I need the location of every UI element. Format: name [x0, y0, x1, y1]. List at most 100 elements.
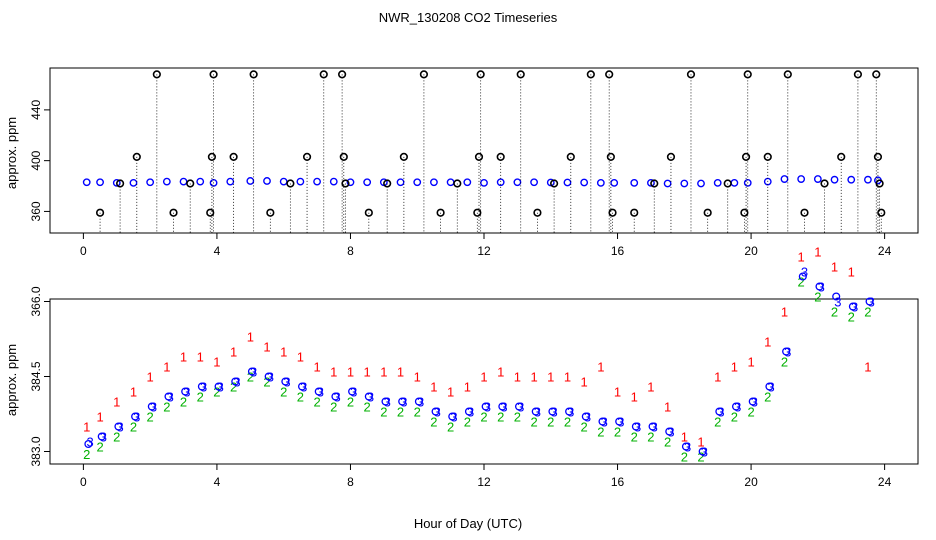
bottom-point-level-2: 2 — [280, 385, 287, 400]
bottom-point-level-3: 3 — [86, 435, 93, 450]
top-point-ambient — [797, 175, 806, 183]
top-point-ambient — [226, 177, 235, 186]
bottom-point-level-3: 3 — [701, 445, 708, 460]
top-point-ambient — [179, 177, 188, 186]
bottom-point-level-2: 2 — [514, 410, 521, 425]
top-point-spike — [837, 152, 846, 161]
bottom-point-level-1: 1 — [564, 370, 571, 385]
top-point-ambient — [480, 178, 488, 187]
top-point-spike — [339, 152, 348, 161]
bottom-y-tick-label: 383.0 — [29, 436, 43, 466]
bottom-point-level-2: 2 — [647, 430, 654, 445]
bottom-point-level-2: 2 — [247, 370, 254, 385]
top-point-spike — [436, 208, 445, 217]
bottom-x-tick-label: 8 — [347, 475, 354, 489]
bottom-point-level-2: 2 — [163, 400, 170, 415]
top-x-tick-label: 24 — [878, 244, 892, 258]
top-x-tick-label: 0 — [80, 244, 87, 258]
top-point-spike — [419, 70, 429, 79]
top-point-spike — [476, 70, 485, 79]
bottom-point-mean — [84, 439, 93, 449]
top-point-ambient — [112, 178, 121, 187]
bottom-point-level-2: 2 — [130, 420, 137, 435]
bottom-point-level-1: 1 — [197, 350, 204, 365]
top-point-spike — [286, 179, 295, 188]
bottom-point-level-1: 1 — [96, 410, 103, 425]
bottom-point-mean — [848, 302, 857, 311]
top-point-ambient — [82, 178, 91, 187]
bottom-point-level-2: 2 — [230, 380, 237, 395]
bottom-point-level-3: 3 — [651, 420, 658, 435]
bottom-point-level-3: 3 — [233, 375, 240, 390]
bottom-point-level-2: 2 — [197, 390, 204, 405]
bottom-point-level-1: 1 — [447, 385, 454, 400]
bottom-point-level-3: 3 — [550, 405, 557, 420]
bottom-point-level-1: 1 — [514, 370, 521, 385]
bottom-point-level-2: 2 — [764, 390, 771, 405]
bottom-point-level-1: 1 — [130, 385, 137, 400]
bottom-x-tick-label: 16 — [611, 475, 625, 489]
bottom-point-level-3: 3 — [300, 380, 307, 395]
top-point-ambient — [363, 178, 372, 187]
bottom-point-level-1: 1 — [497, 365, 504, 380]
bottom-point-level-1: 1 — [230, 345, 237, 360]
top-point-spike — [630, 208, 639, 217]
top-point-spike — [872, 70, 881, 79]
bottom-point-level-1: 1 — [697, 435, 704, 450]
bottom-point-mean — [865, 297, 874, 306]
bottom-point-level-2: 2 — [547, 415, 554, 430]
bottom-point-level-1: 1 — [597, 360, 604, 375]
bottom-panel: approx. ppm 0 4 8 12 16 20 24383.0384.5366.011… — [4, 245, 919, 489]
top-point-spike — [763, 152, 772, 161]
top-point-spike — [132, 152, 141, 161]
bottom-point-level-2: 2 — [681, 450, 688, 465]
bottom-point-mean — [464, 407, 474, 416]
bottom-point-level-1: 1 — [781, 305, 788, 320]
bottom-point-level-2: 2 — [530, 415, 537, 430]
bottom-point-level-3: 3 — [717, 405, 724, 420]
bottom-point-level-1: 1 — [681, 430, 688, 445]
bottom-point-level-1: 1 — [530, 370, 537, 385]
bottom-point-level-2: 2 — [614, 425, 621, 440]
bottom-point-mean — [381, 397, 390, 406]
top-point-ambient — [780, 175, 789, 183]
top-point-ambient — [563, 178, 572, 187]
bottom-point-level-3: 3 — [400, 395, 407, 410]
bottom-point-mean — [565, 407, 574, 416]
bottom-point-level-1: 1 — [313, 360, 320, 375]
bottom-point-mean — [147, 402, 156, 411]
top-point-ambient — [596, 178, 605, 187]
top-point-spike — [338, 70, 347, 79]
bottom-point-mean — [364, 392, 373, 401]
top-point-ambient — [730, 178, 739, 187]
top-point-ambient — [580, 178, 589, 187]
bottom-point-level-3: 3 — [834, 295, 841, 310]
top-point-spike — [566, 152, 575, 161]
top-point-spike — [550, 179, 559, 188]
bottom-point-mean — [481, 402, 490, 411]
bottom-point-level-3: 3 — [801, 265, 808, 280]
bottom-point-mean — [281, 377, 290, 386]
bottom-point-level-1: 1 — [280, 345, 287, 360]
bottom-point-level-3: 3 — [534, 405, 541, 420]
top-point-ambient — [663, 179, 672, 188]
bottom-point-level-2: 2 — [664, 435, 671, 450]
bottom-point-level-3: 3 — [434, 405, 441, 420]
bottom-point-level-3: 3 — [617, 415, 624, 430]
top-point-spike — [474, 152, 484, 161]
top-point-spike — [319, 70, 328, 79]
bottom-point-level-3: 3 — [734, 400, 741, 415]
bottom-point-level-2: 2 — [697, 450, 704, 465]
top-point-ambient — [713, 178, 722, 187]
top-point-spike — [723, 179, 732, 188]
bottom-point-mean — [331, 392, 340, 401]
top-point-spike — [207, 152, 217, 161]
top-point-ambient — [146, 178, 155, 187]
bottom-point-level-3: 3 — [333, 390, 340, 405]
bottom-point-level-2: 2 — [364, 400, 371, 415]
bottom-point-level-1: 1 — [798, 250, 805, 265]
top-point-ambient — [830, 175, 839, 184]
bottom-point-level-3: 3 — [500, 400, 507, 415]
bottom-point-level-3: 3 — [667, 425, 674, 440]
